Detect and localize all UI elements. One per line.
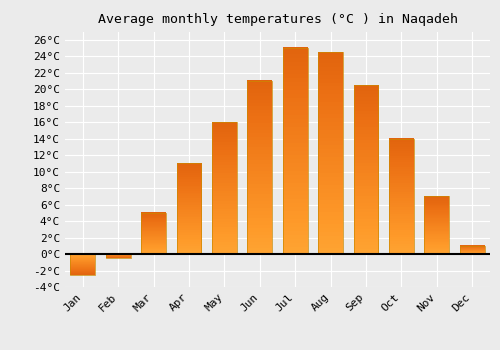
Title: Average monthly temperatures (°C ) in Naqadeh: Average monthly temperatures (°C ) in Na… — [98, 13, 458, 26]
